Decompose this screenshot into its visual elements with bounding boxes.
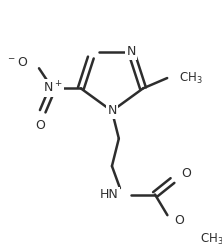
Text: N$^+$: N$^+$ [43,81,62,96]
Text: CH$_3$: CH$_3$ [179,71,203,86]
Text: N: N [127,45,136,58]
Text: CH$_3$: CH$_3$ [200,232,222,247]
Text: O: O [174,214,184,227]
Text: O: O [182,167,192,180]
Text: HN: HN [100,188,119,201]
Text: O: O [36,119,45,132]
Text: N: N [107,105,117,117]
Text: $^-$O: $^-$O [6,56,28,69]
